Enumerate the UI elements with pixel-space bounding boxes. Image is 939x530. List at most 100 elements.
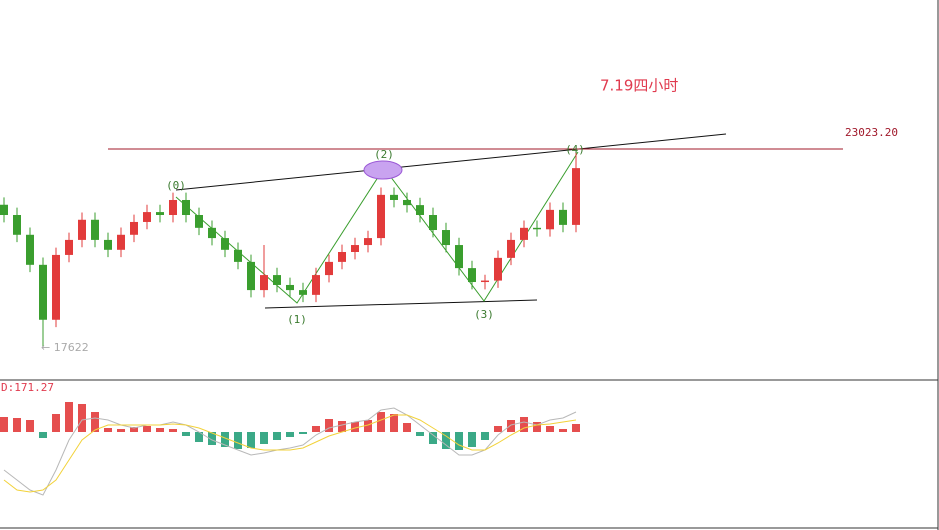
macd-bar xyxy=(195,432,203,442)
candle-body xyxy=(507,239,515,258)
low-label: ← 17622 xyxy=(41,341,89,354)
candle-body xyxy=(130,221,138,235)
candle-body xyxy=(572,168,580,225)
wave-label: (1) xyxy=(287,313,307,326)
macd-bar xyxy=(390,414,398,432)
candle-body xyxy=(546,209,554,230)
candle-body xyxy=(351,245,359,252)
candle-body xyxy=(78,219,86,240)
macd-bar xyxy=(221,432,229,447)
macd-bar xyxy=(507,420,515,432)
candle-body xyxy=(286,284,294,291)
candle-body xyxy=(494,257,502,281)
macd-bar xyxy=(442,432,450,449)
macd-bar xyxy=(520,417,528,432)
wave-label: (3) xyxy=(474,308,494,321)
candle-body xyxy=(520,227,528,240)
macd-bar xyxy=(117,429,125,432)
wave-label: (2) xyxy=(374,148,394,161)
candle-body xyxy=(338,252,346,262)
price-label: 23023.20 xyxy=(845,126,898,139)
macd-bar xyxy=(13,418,21,432)
macd-bar xyxy=(39,432,47,438)
wave-label: (4) xyxy=(565,143,585,156)
candle-body xyxy=(221,238,229,250)
macd-bar xyxy=(52,414,60,432)
candle-body xyxy=(52,254,60,320)
candle-body xyxy=(455,245,463,269)
macd-bar xyxy=(273,432,281,440)
candle-body xyxy=(234,249,242,262)
candle-body xyxy=(182,199,190,216)
macd-bar xyxy=(104,428,112,432)
macd-bar xyxy=(26,420,34,432)
highlight-ellipse xyxy=(363,160,403,180)
macd-bar xyxy=(182,432,190,436)
macd-bar xyxy=(403,423,411,432)
macd-bar xyxy=(429,432,437,444)
macd-bar xyxy=(533,422,541,432)
macd-bar xyxy=(312,426,320,432)
chart-title: 7.19四小时 xyxy=(600,77,678,95)
macd-bar xyxy=(0,417,8,432)
candle-body xyxy=(273,275,281,285)
macd-bar xyxy=(559,429,567,432)
macd-bar xyxy=(325,419,333,432)
macd-bar xyxy=(91,412,99,432)
macd-bar xyxy=(351,422,359,432)
candle-body xyxy=(442,230,450,246)
wave-label: (0) xyxy=(166,179,186,192)
candle-body xyxy=(104,239,112,250)
macd-bar xyxy=(130,427,138,432)
candle-body xyxy=(169,199,177,216)
candle-body xyxy=(559,209,567,225)
macd-bar xyxy=(546,426,554,432)
macd-bar xyxy=(156,428,164,432)
macd-dea-line xyxy=(3,414,577,493)
candle-body xyxy=(260,275,268,291)
candle-body xyxy=(364,238,372,246)
candle-body xyxy=(156,212,164,216)
candle-body xyxy=(312,275,320,295)
macd-bar xyxy=(338,421,346,432)
macd-bar xyxy=(416,432,424,436)
macd-bar xyxy=(143,426,151,432)
macd-bar xyxy=(455,432,463,450)
candle-body xyxy=(429,215,437,231)
macd-label: D:171.27 xyxy=(1,381,54,394)
macd-bar xyxy=(468,432,476,447)
macd-bar xyxy=(286,432,294,437)
candle-body xyxy=(208,227,216,239)
macd-bar xyxy=(377,412,385,432)
macd-bar xyxy=(260,432,268,444)
candle-body xyxy=(195,215,203,228)
candle-body xyxy=(13,215,21,235)
candle-body xyxy=(143,212,151,222)
candle-body xyxy=(117,234,125,250)
candle-body xyxy=(39,264,47,320)
macd-bar xyxy=(572,424,580,432)
candle-body xyxy=(247,261,255,291)
macd-bar xyxy=(494,426,502,432)
candle-body xyxy=(0,204,8,216)
trend-line xyxy=(175,133,727,191)
macd-bar xyxy=(299,432,307,434)
candle-body xyxy=(468,268,476,283)
macd-bar xyxy=(234,432,242,449)
macd-bar xyxy=(247,432,255,448)
candle-body xyxy=(325,261,333,276)
candle-body xyxy=(416,205,424,216)
candle-body xyxy=(481,280,489,283)
candle-body xyxy=(299,290,307,295)
candle-body xyxy=(91,219,99,240)
macd-bar xyxy=(169,429,177,432)
macd-bar xyxy=(208,432,216,445)
macd-bar xyxy=(78,404,86,432)
neckline xyxy=(264,299,538,309)
candle-body xyxy=(390,194,398,200)
macd-bar xyxy=(364,420,372,432)
candle-body xyxy=(403,199,411,206)
macd-dif-line xyxy=(3,407,577,496)
candle-body xyxy=(533,227,541,230)
